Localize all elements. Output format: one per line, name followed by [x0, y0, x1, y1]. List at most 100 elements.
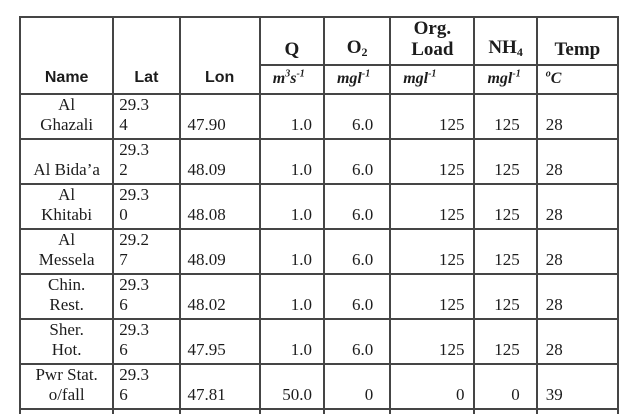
unit-q-sup2: -1 [296, 68, 305, 80]
name-line-2: Rest. [49, 295, 84, 314]
unit-q-sup1: 3 [285, 68, 291, 80]
name-line-2: o/fall [48, 385, 85, 404]
unit-org-load: mgl-1 [389, 64, 476, 95]
name-line-1: Pwr Stat. [35, 365, 98, 384]
cell-q: 1.0 [258, 138, 325, 185]
lat-line-2: 6 [119, 340, 128, 359]
cutoff-filler-row [18, 408, 620, 414]
name-line-1: Sher. [49, 320, 84, 339]
header-group-row: Name Lat Lon Q O2 Org. Load NH4 Temp [18, 16, 620, 95]
unit-temp-base: C [550, 70, 562, 87]
cell-nh4: 125 [473, 273, 538, 320]
cell-name: Chin. Rest. [18, 273, 115, 320]
column-header-org-load: Org. Load [389, 16, 476, 66]
name-line-1: Al [58, 185, 76, 204]
cell-name: Pwr Stat. o/fall [18, 363, 115, 410]
table-row: Al Khitabi 29.3 0 48.08 1.0 6.0 125 125 … [18, 183, 620, 230]
name-line-2: Al Bida’a [33, 160, 100, 179]
cell-temp: 28 [535, 273, 620, 320]
table-row: Al Ghazali 29.3 4 47.90 1.0 6.0 125 125 … [18, 93, 620, 140]
cell-o2: 6.0 [322, 228, 392, 275]
unit-o2: mgl-1 [322, 64, 392, 95]
lat-line-2: 6 [119, 385, 128, 404]
table-header: Name Lat Lon Q O2 Org. Load NH4 Temp [18, 16, 620, 95]
table-body: Al Ghazali 29.3 4 47.90 1.0 6.0 125 125 … [18, 93, 620, 410]
name-line-2: Ghazali [40, 115, 94, 134]
cell-q: 1.0 [258, 228, 325, 275]
lat-line-2: 7 [119, 250, 128, 269]
lat-line-1: 29.3 [119, 185, 150, 204]
cell-lon: 47.90 [178, 93, 261, 140]
cell-q: 50.0 [258, 363, 325, 410]
cell-q: 1.0 [258, 93, 325, 140]
cell-name: Al Khitabi [18, 183, 115, 230]
cell-lat: 29.3 0 [112, 183, 181, 230]
cell-temp: 28 [535, 228, 620, 275]
cell-nh4: 0 [473, 363, 538, 410]
cell-o2: 6.0 [322, 273, 392, 320]
discharge-sources-table: Name Lat Lon Q O2 Org. Load NH4 Temp [18, 16, 620, 414]
lat-line-1: 29.3 [119, 365, 150, 384]
unit-q-base: m [272, 70, 286, 87]
lat-line-2: 4 [119, 115, 128, 134]
cell-temp: 28 [535, 93, 620, 140]
cell-nh4: 125 [473, 318, 538, 365]
name-line-2: Hot. [51, 340, 82, 359]
cell-nh4: 125 [473, 138, 538, 185]
column-header-nh4: NH4 [473, 16, 538, 66]
column-header-lat: Lat [112, 16, 181, 95]
table-row: Al Bida’a 29.3 2 48.09 1.0 6.0 125 125 2… [18, 138, 620, 185]
cell-o2: 6.0 [322, 183, 392, 230]
cell-lon: 47.95 [178, 318, 261, 365]
cell-lat: 29.3 6 [112, 318, 181, 365]
cell-nh4: 125 [473, 183, 538, 230]
lat-line-2: 2 [119, 160, 128, 179]
name-line-1: Chin. [47, 275, 86, 294]
org-load-label-line1: Org. [413, 18, 452, 39]
lat-line-2: 6 [119, 295, 128, 314]
cell-org-load: 125 [389, 183, 476, 230]
lat-line-1: 29.3 [119, 140, 150, 159]
cell-temp: 39 [535, 363, 620, 410]
o2-label-subscript: 2 [361, 45, 368, 59]
cell-o2: 6.0 [322, 318, 392, 365]
cell-lon: 47.81 [178, 363, 261, 410]
cell-lat: 29.2 7 [112, 228, 181, 275]
org-load-label-line2: Load [411, 39, 454, 60]
cell-name: Al Messela [18, 228, 115, 275]
cell-lon: 48.08 [178, 183, 261, 230]
unit-q: m3s-1 [258, 64, 325, 95]
unit-org-base: mgl [403, 70, 429, 87]
cell-lat: 29.3 2 [112, 138, 181, 185]
nh4-label-base: NH [488, 37, 517, 58]
unit-nh4: mgl-1 [473, 64, 538, 95]
cell-temp: 28 [535, 318, 620, 365]
unit-org-sup: -1 [428, 68, 437, 80]
unit-nh4-sup: -1 [512, 68, 521, 80]
cell-org-load: 125 [389, 138, 476, 185]
cell-q: 1.0 [258, 273, 325, 320]
table-row: Chin. Rest. 29.3 6 48.02 1.0 6.0 125 125… [18, 273, 620, 320]
table-row: Pwr Stat. o/fall 29.3 6 47.81 50.0 0 0 0… [18, 363, 620, 410]
name-line-1: Al [58, 230, 76, 249]
column-header-o2: O2 [322, 16, 392, 66]
cell-temp: 28 [535, 183, 620, 230]
column-header-name: Name [18, 16, 115, 95]
cell-org-load: 125 [389, 318, 476, 365]
temp-label: Temp [554, 39, 601, 60]
cell-lon: 48.09 [178, 138, 261, 185]
cell-org-load: 0 [389, 363, 476, 410]
column-header-q: Q [258, 16, 325, 66]
cell-lon: 48.09 [178, 228, 261, 275]
unit-o2-sup: -1 [361, 68, 371, 80]
lat-line-1: 29.3 [119, 95, 150, 114]
q-label: Q [284, 39, 300, 60]
table-row: Sher. Hot. 29.3 6 47.95 1.0 6.0 125 125 … [18, 318, 620, 365]
unit-temp: oC [535, 64, 620, 95]
lat-line-1: 29.3 [119, 275, 150, 294]
table-footer [18, 408, 620, 414]
cell-o2: 6.0 [322, 138, 392, 185]
cell-lon: 48.02 [178, 273, 261, 320]
cell-temp: 28 [535, 138, 620, 185]
unit-nh4-base: mgl [487, 70, 513, 87]
